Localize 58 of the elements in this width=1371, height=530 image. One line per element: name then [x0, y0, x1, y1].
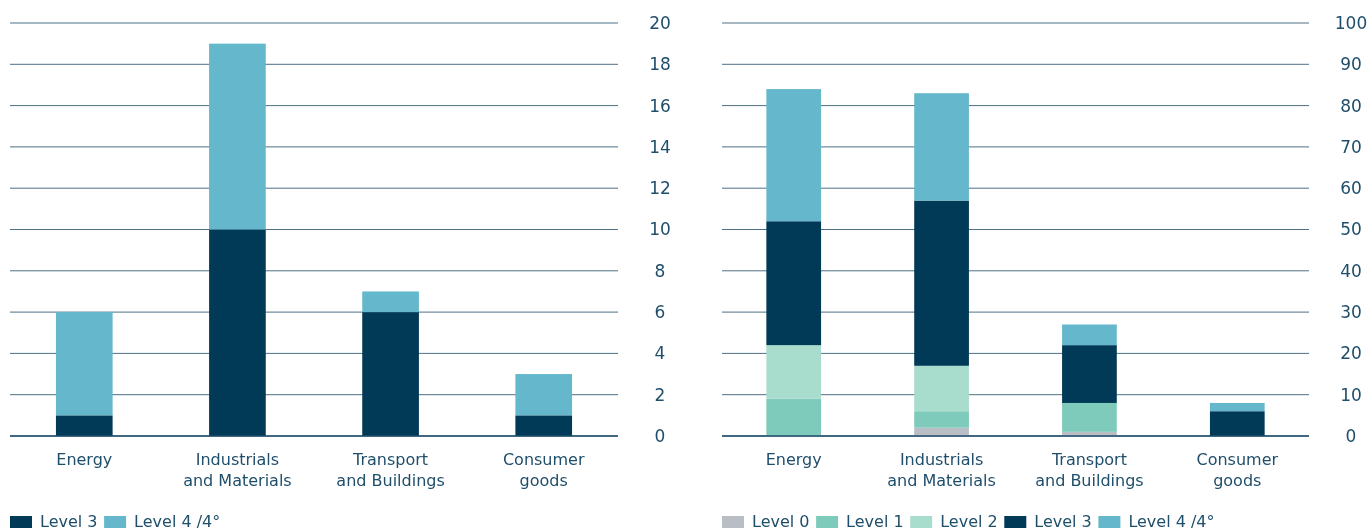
- bar: [209, 229, 266, 436]
- y-tick-label: 8: [654, 260, 666, 281]
- legend-label: Level 0: [752, 512, 810, 530]
- x-tick-label: Consumer goods: [1196, 450, 1279, 490]
- y-tick-label: 40: [1340, 260, 1362, 281]
- y-tick-label: 0: [1345, 425, 1357, 446]
- bar: [1062, 345, 1117, 403]
- bar: [1209, 411, 1265, 436]
- bar: [55, 415, 113, 436]
- bar: [515, 374, 573, 416]
- x-tick-label: Consumer goods: [502, 450, 585, 490]
- y-tick-label: 10: [1340, 384, 1362, 405]
- y-tick-label: 20: [649, 12, 671, 33]
- y-tick-label: 12: [649, 178, 671, 199]
- bar: [766, 221, 822, 346]
- y-tick-label: 18: [649, 54, 671, 75]
- bar: [209, 43, 266, 230]
- y-tick-label: 4: [654, 343, 666, 364]
- y-tick-label: 80: [1340, 95, 1362, 116]
- y-tick-label: 70: [1340, 136, 1362, 157]
- bar: [914, 93, 969, 201]
- bar: [914, 200, 969, 366]
- x-tick-label: Industrials and Materials: [183, 450, 292, 490]
- x-tick-label: Transport and Buildings: [1035, 450, 1144, 490]
- y-tick-label: 20: [1340, 343, 1362, 364]
- bar: [914, 411, 969, 428]
- legend-label: Level 3: [1034, 512, 1092, 530]
- y-tick-label: 0: [654, 425, 666, 446]
- bar: [1062, 324, 1117, 346]
- legend-label: Level 2: [940, 512, 998, 530]
- x-tick-label: Energy: [765, 450, 822, 469]
- bar: [362, 312, 419, 436]
- legend-label: Level 3: [40, 512, 98, 530]
- legend-label: Level 4 /4°: [134, 512, 221, 530]
- y-tick-label: 50: [1340, 219, 1362, 240]
- y-tick-label: 100: [1334, 12, 1368, 33]
- legend-label: Level 1: [846, 512, 904, 530]
- y-tick-label: 10: [649, 219, 671, 240]
- y-tick-label: 14: [649, 136, 671, 157]
- bar: [914, 365, 969, 412]
- bar: [766, 345, 822, 399]
- bar: [766, 89, 822, 222]
- y-tick-label: 6: [654, 302, 666, 323]
- bar: [362, 291, 419, 313]
- y-tick-label: 2: [654, 384, 666, 405]
- bar: [1209, 402, 1265, 412]
- bar: [515, 415, 573, 436]
- x-tick-label: Transport and Buildings: [336, 450, 445, 490]
- bar: [1062, 402, 1117, 432]
- bar: [55, 312, 113, 416]
- bar: [766, 398, 822, 436]
- y-tick-label: 30: [1340, 302, 1362, 323]
- legend-label: Level 4 /4°: [1128, 512, 1215, 530]
- x-tick-label: Energy: [56, 450, 113, 469]
- y-tick-label: 60: [1340, 178, 1362, 199]
- y-tick-label: 16: [649, 95, 671, 116]
- x-tick-label: Industrials and Materials: [887, 450, 996, 490]
- y-tick-label: 90: [1340, 54, 1362, 75]
